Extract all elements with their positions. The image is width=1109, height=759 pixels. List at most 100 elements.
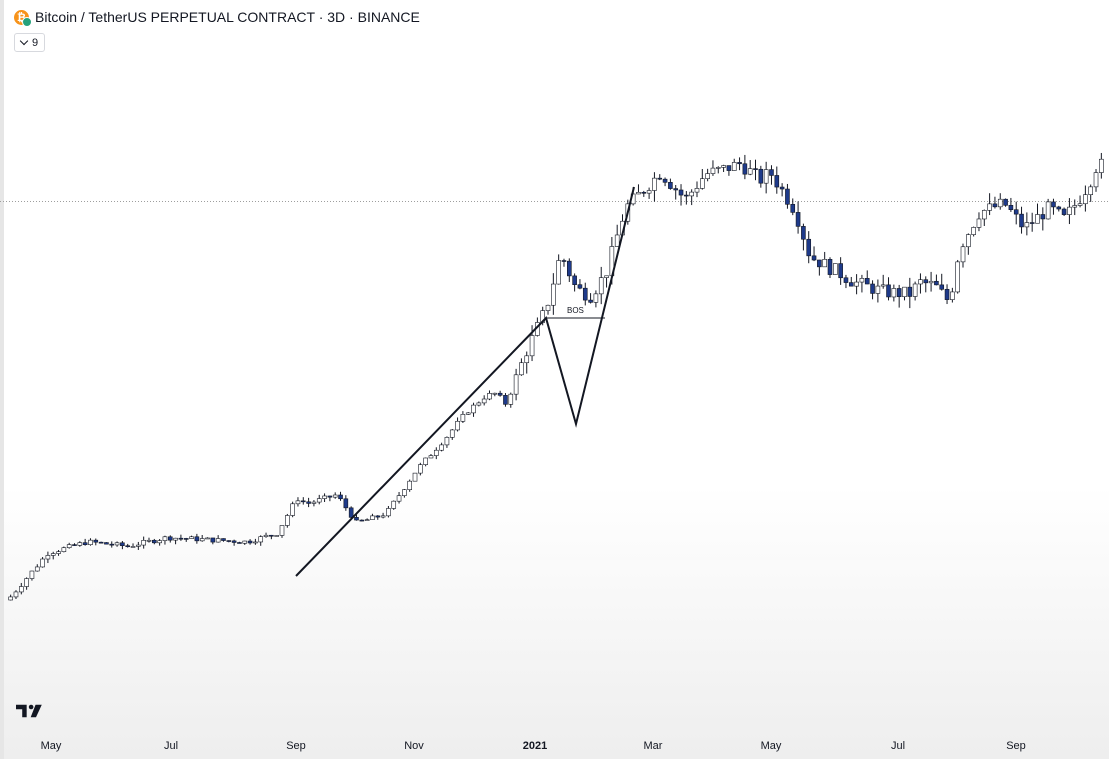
- candle-body: [604, 275, 609, 278]
- candle-body: [311, 501, 317, 504]
- candle-body: [966, 234, 971, 248]
- candle-body: [1045, 201, 1051, 220]
- candle-body: [88, 539, 93, 546]
- candle-body: [769, 169, 774, 176]
- candle-body: [300, 500, 306, 503]
- candle-body: [1019, 213, 1024, 228]
- candle-body: [848, 282, 854, 287]
- candle-body: [396, 495, 402, 502]
- candle-body: [316, 498, 322, 503]
- candle-body: [854, 281, 859, 287]
- candle-body: [636, 191, 641, 195]
- candle-body: [285, 515, 290, 526]
- candle-body: [561, 260, 567, 262]
- candle-body: [529, 335, 535, 357]
- swing-structure-line[interactable]: [295, 186, 635, 577]
- candle-body: [194, 536, 200, 542]
- chart-left-edge: [0, 0, 4, 759]
- candle-body: [582, 287, 588, 301]
- candle-body: [72, 544, 77, 546]
- candle-body: [572, 275, 577, 285]
- candle-body: [864, 278, 870, 285]
- candle-body: [1061, 208, 1067, 215]
- time-axis[interactable]: May Jul Sep Nov 2021 Mar May Jul Sep: [41, 740, 1026, 752]
- candle-body: [742, 163, 748, 175]
- candle-body: [997, 198, 1003, 208]
- candle-body: [508, 393, 514, 405]
- candle-body: [971, 227, 976, 235]
- candle-body: [726, 165, 732, 171]
- candle-body: [263, 534, 269, 537]
- candle-body: [205, 537, 210, 540]
- candle-body: [290, 503, 295, 516]
- candle-body: [375, 515, 381, 518]
- candle-body: [987, 203, 992, 211]
- candle-body: [944, 288, 950, 300]
- candle-body: [13, 591, 19, 598]
- candle-body: [215, 538, 221, 543]
- candle-body: [93, 539, 99, 543]
- candle-body: [423, 457, 428, 465]
- candle-body: [598, 277, 604, 295]
- candle-body: [513, 374, 519, 395]
- candle-body: [162, 536, 168, 541]
- candle-body: [391, 500, 397, 509]
- candle-body: [992, 203, 998, 208]
- candle-body: [1040, 214, 1046, 220]
- candle-body: [694, 188, 700, 193]
- candle-body: [348, 507, 354, 518]
- candle-body: [1099, 158, 1104, 173]
- candle-body: [817, 259, 822, 268]
- candle-body: [705, 173, 710, 179]
- structure-drawing[interactable]: BOS: [295, 186, 635, 577]
- candle-body: [120, 542, 125, 547]
- candle-body: [444, 437, 450, 446]
- candle-body: [758, 168, 764, 184]
- candle-body: [657, 177, 663, 180]
- candle-body: [56, 551, 61, 554]
- candle-body: [327, 495, 333, 498]
- candle-body: [66, 544, 72, 549]
- candle-body: [40, 558, 45, 568]
- symbol-header[interactable]: ₿ Bitcoin / TetherUS PERPETUAL CONTRACT …: [14, 7, 420, 27]
- candle-body: [886, 284, 891, 298]
- candle-body: [428, 455, 434, 459]
- candle-body: [668, 182, 673, 189]
- candle-body: [77, 542, 83, 546]
- candle-body: [492, 392, 498, 395]
- time-axis-label: 2021: [523, 740, 547, 752]
- candle-body: [45, 555, 51, 560]
- candlestick-series: [8, 152, 1104, 601]
- candle-body: [322, 495, 327, 499]
- candle-body: [279, 525, 285, 536]
- candle-body: [1008, 205, 1014, 211]
- candle-body: [1093, 172, 1099, 188]
- candle-body: [567, 260, 572, 277]
- candle-body: [221, 538, 226, 541]
- candle-body: [785, 188, 790, 205]
- candle-body: [1029, 222, 1035, 224]
- candle-body: [524, 355, 530, 364]
- candle-body: [359, 519, 365, 522]
- candle-body: [199, 538, 205, 542]
- candle-body: [774, 175, 780, 188]
- indicators-toggle-button[interactable]: 9: [14, 33, 46, 52]
- candle-body: [1072, 205, 1078, 208]
- time-axis-label: Sep: [1006, 740, 1026, 752]
- candle-body: [460, 414, 466, 422]
- candle-body: [795, 212, 801, 227]
- candle-body: [295, 500, 301, 505]
- candle-body: [242, 540, 248, 544]
- candle-body: [471, 404, 476, 414]
- candle-body: [689, 191, 694, 197]
- candle-body: [950, 291, 955, 300]
- candle-body: [306, 501, 311, 504]
- candle-body: [822, 259, 827, 268]
- candle-body: [402, 489, 407, 496]
- candle-body: [104, 542, 109, 545]
- candle-body: [896, 288, 902, 298]
- candle-body: [710, 167, 716, 174]
- candle-body: [731, 162, 737, 171]
- candle-body: [1056, 206, 1062, 210]
